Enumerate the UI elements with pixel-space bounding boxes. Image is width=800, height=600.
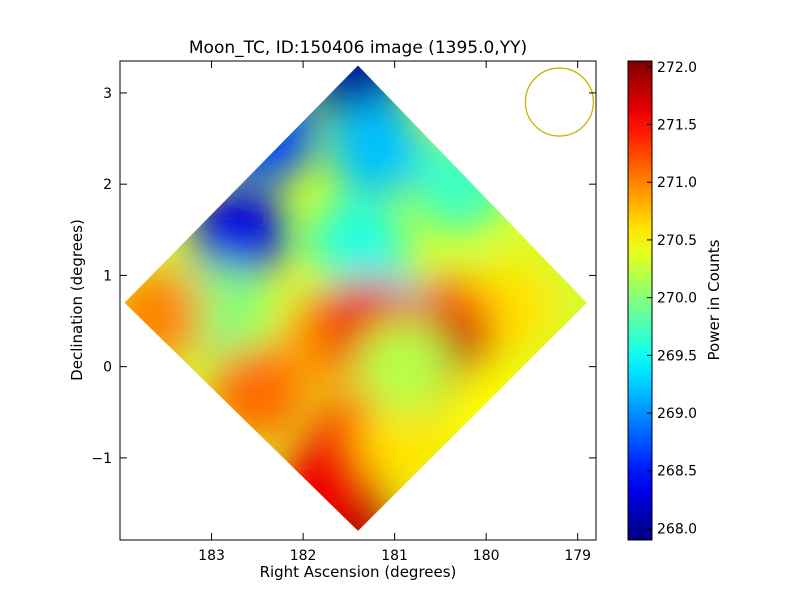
heatmap-region-3	[328, 99, 425, 196]
heatmap-region-21	[447, 364, 544, 461]
heatmap-region-4	[410, 136, 507, 233]
heatmap-region-20	[277, 437, 374, 531]
x-tick-label: 181	[381, 548, 408, 564]
colorbar-tick-label: 269.5	[657, 348, 697, 364]
colorbar-tick-label: 270.5	[657, 233, 697, 249]
colorbar-tick-label: 271.5	[657, 117, 697, 133]
heatmap-region-8	[124, 268, 205, 365]
x-tick-label: 180	[473, 548, 500, 564]
colorbar-tick-label: 269.0	[657, 406, 697, 422]
x-tick-label: 179	[564, 548, 591, 564]
colorbar-axis: 268.0 268.5 269.0 269.5 270.0 270.5 271.0 271.5…	[647, 60, 697, 537]
heatmap-regions	[124, 65, 587, 531]
colorbar-label: Power in Counts	[705, 239, 723, 360]
heatmap-image	[124, 65, 587, 531]
plot-frame	[119, 60, 597, 541]
x-tick-label: 183	[198, 548, 225, 564]
plot-area	[124, 65, 595, 531]
beam-marker	[524, 67, 595, 137]
y-axis-label: Declination (degrees)	[68, 219, 86, 381]
colorbar-tick-label: 268.5	[657, 464, 697, 480]
colorbar-tick-label: 272.0	[657, 60, 697, 76]
colorbar-tick-label: 270.0	[657, 291, 697, 307]
y-tick-label: 1	[103, 268, 112, 284]
y-tick-label: 3	[103, 86, 112, 102]
colorbar-tick-label: 271.0	[657, 175, 697, 191]
colorbar	[627, 60, 653, 541]
heatmap-region-1	[310, 65, 406, 123]
heatmap-region-18	[355, 318, 452, 415]
chart-title: Moon_TC, ID:150406 image (1395.0,YY)	[189, 38, 527, 58]
x-axis: 183 182 181 180 179	[198, 61, 591, 564]
heatmap-region-2	[218, 85, 315, 182]
y-tick-label: −1	[91, 451, 112, 467]
y-tick-label: 0	[103, 360, 112, 376]
y-tick-label: 2	[103, 177, 112, 193]
y-axis: −1 0 1 2 3	[91, 86, 596, 467]
colorbar-tick-label: 268.0	[657, 521, 697, 537]
x-axis-label: Right Ascension (degrees)	[260, 563, 457, 581]
x-tick-label: 182	[290, 548, 317, 564]
